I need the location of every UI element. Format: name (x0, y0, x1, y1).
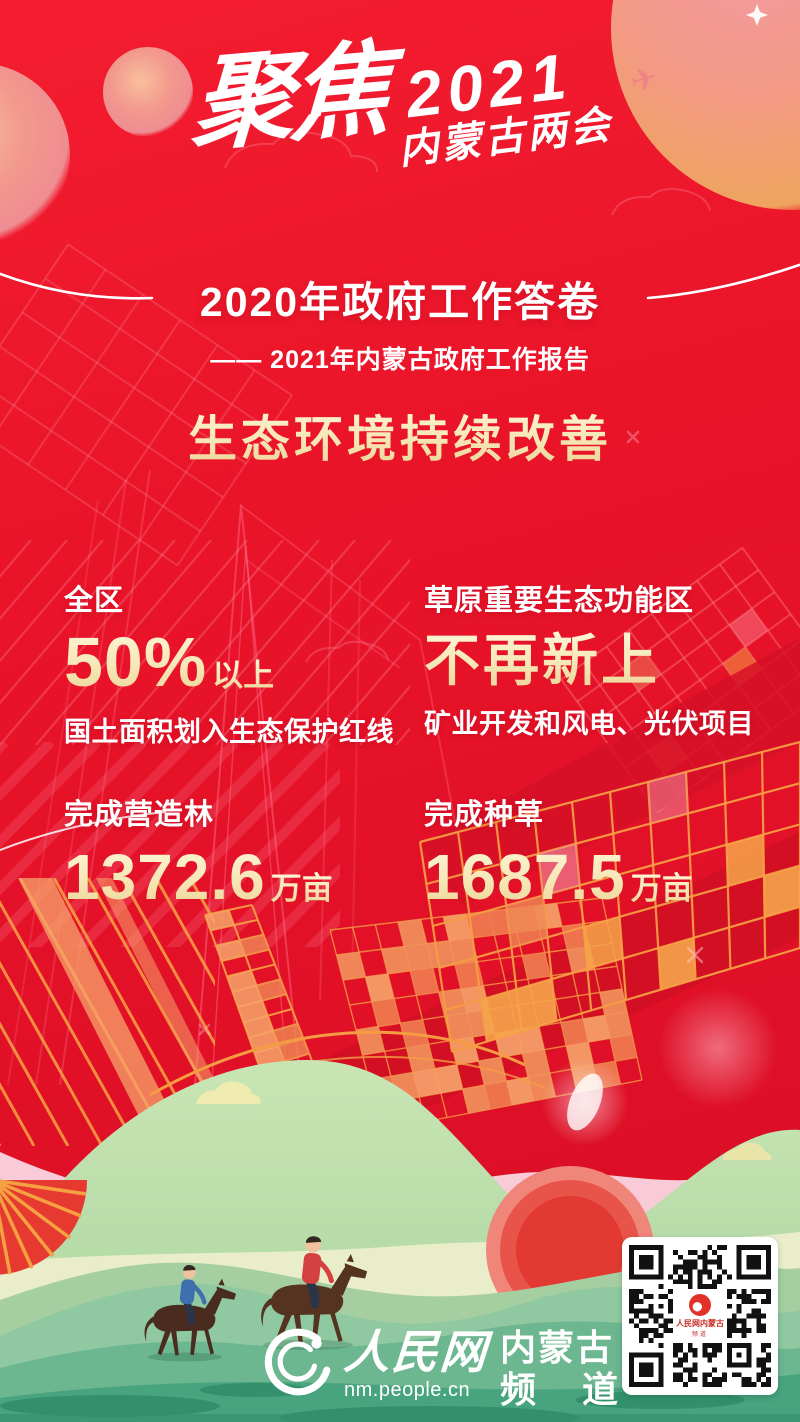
brand-calligraphy: 聚焦 2021 内蒙古两会 (0, 31, 800, 173)
light-flare (541, 1058, 629, 1146)
channel-region: 内蒙古 (500, 1327, 615, 1368)
flame-icon (689, 1294, 711, 1316)
cloud (196, 1081, 261, 1104)
sunburst (0, 1179, 87, 1275)
landscape (0, 1059, 800, 1422)
stat-grassland: 草原重要生态功能区 不再新上 矿业开发和风电、光伏项目 (424, 583, 754, 741)
stat-unit: 万亩 (630, 871, 693, 907)
stat-afforestation: 完成营造林 1372.6 万亩 (64, 797, 333, 909)
peoples-daily-logo: 人民网 nm.people.cn 内蒙古 频 道 (258, 1326, 618, 1408)
stat-desc: 矿业开发和风电、光伏项目 (424, 709, 754, 740)
site-url: nm.people.cn (344, 1379, 471, 1402)
page-title: 2020年政府工作答卷 (199, 279, 601, 325)
rider-blue (179, 1264, 207, 1326)
stat-value: 不再新上 (424, 629, 660, 693)
grid-topleft (0, 243, 293, 567)
page-subtitle: —— 2021年内蒙古政府工作报告 (210, 346, 590, 374)
title-swoosh-lines (0, 263, 800, 852)
right-slab-building (418, 740, 800, 1054)
qr-center-logo: 人民网内蒙古 频道 (674, 1290, 726, 1342)
section-title: 生态环境持续改善 (0, 400, 800, 471)
brand-focus-text: 聚焦 (188, 30, 391, 164)
qr-pattern (629, 1245, 771, 1387)
stat-red-line: 全区 50% 以上 国土面积划入生态保护红线 (64, 583, 394, 749)
stat-unit: 万亩 (270, 871, 333, 907)
channel-label: 频 道 (500, 1369, 618, 1410)
sparkle-icon (746, 4, 768, 26)
stat-desc: 国土面积划入生态保护红线 (64, 717, 394, 748)
orange-stripes-bottomleft (0, 878, 215, 1146)
stat-value: 50% (64, 623, 208, 702)
horse-rider-left (144, 1264, 237, 1362)
grass-shadows (0, 1383, 800, 1422)
qr-code: 人民网内蒙古 频道 (622, 1237, 778, 1395)
glow-circles (0, 0, 800, 1108)
stat-grass-planting: 完成种草 1687.5 万亩 (424, 797, 693, 909)
diagonal-lines-upper (0, 540, 410, 745)
stat-value: 1687.5 (424, 841, 626, 914)
stat-prefix: 完成营造林 (64, 799, 215, 831)
cloud (722, 1142, 772, 1160)
stat-prefix: 全区 (64, 585, 125, 617)
rider-red (301, 1236, 335, 1309)
horse-rider-right (261, 1236, 368, 1350)
stat-value: 1372.6 (64, 841, 266, 914)
stat-unit: 以上 (212, 658, 275, 694)
stat-prefix: 草原重要生态功能区 (424, 585, 695, 617)
moon-swirl-icon (264, 1328, 331, 1396)
stat-prefix: 完成种草 (424, 799, 545, 831)
site-name: 人民网 (342, 1326, 490, 1378)
